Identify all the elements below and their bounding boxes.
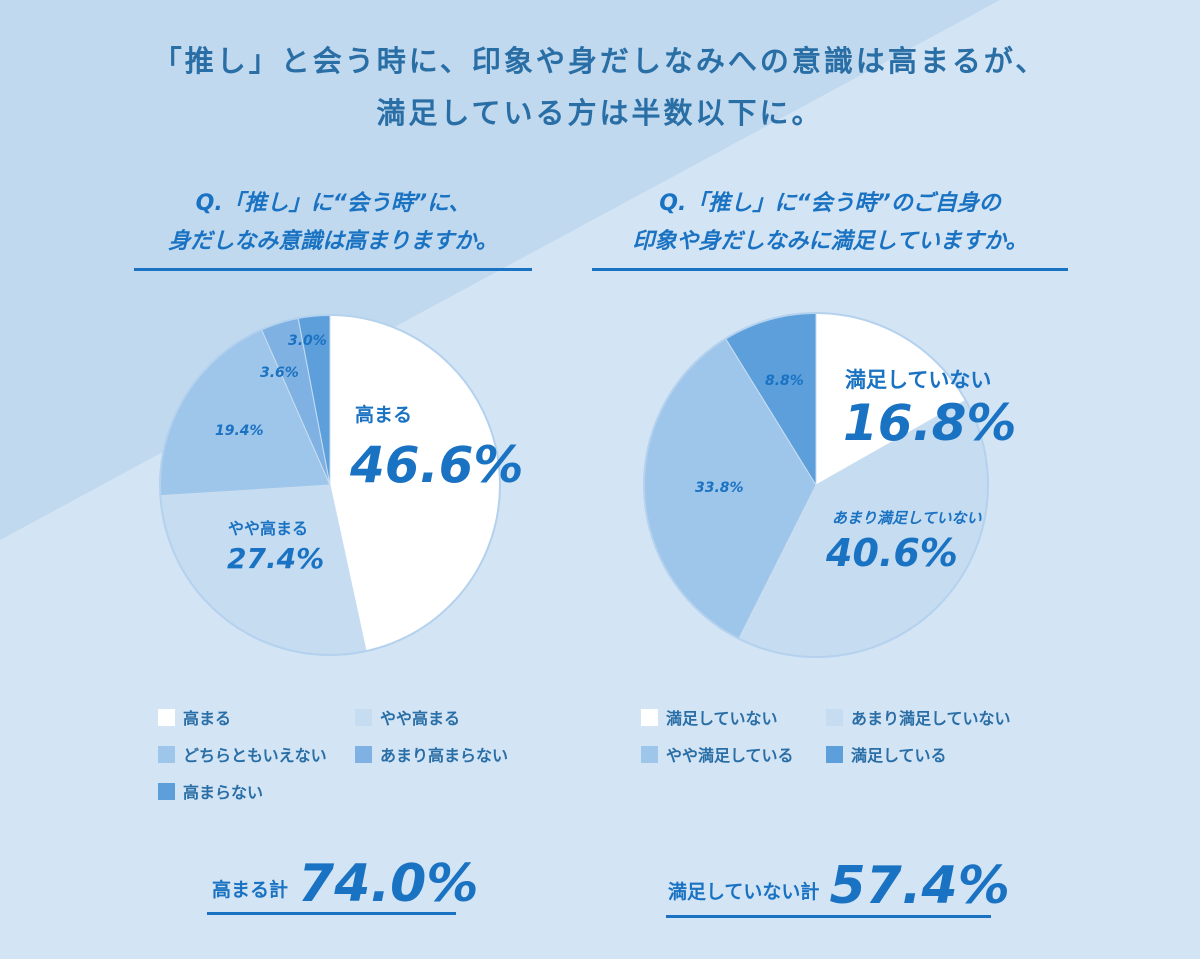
left-slice-value-46-6: 46.6% xyxy=(350,436,524,494)
left-slice-label-3-6: 3.6% xyxy=(260,365,299,381)
legend-label: やや高まる xyxy=(380,709,461,728)
left-slice-name-takamaru: 高まる xyxy=(355,404,413,426)
legend-label: あまり満足していない xyxy=(851,709,1011,728)
right-total-value: 57.4% xyxy=(829,856,1010,916)
legend-label: あまり高まらない xyxy=(380,746,509,765)
left-slice-label-3-0: 3.0% xyxy=(288,333,327,349)
right-legend-item: 満足している xyxy=(826,742,947,766)
legend-swatch xyxy=(826,708,843,726)
legend-label: やや満足している xyxy=(666,746,794,765)
headline-line-2: 満足している方は半数以下に。 xyxy=(376,96,824,130)
pie-outline xyxy=(643,312,989,658)
left-total-underline xyxy=(207,912,456,915)
legend-swatch xyxy=(158,708,175,726)
right-total-label: 満足していない計 xyxy=(668,881,820,903)
legend-swatch xyxy=(641,708,658,726)
left-question-line-2: 身だしなみ意識は高まりますか。 xyxy=(168,229,498,254)
right-slice-name-amari: あまり満足していない xyxy=(832,509,982,527)
legend-swatch xyxy=(641,745,658,763)
legend-swatch xyxy=(355,745,372,763)
left-legend-item: 高まらない xyxy=(158,779,263,803)
left-slice-value-27-4: 27.4% xyxy=(227,542,325,575)
legend-swatch xyxy=(158,782,175,800)
legend-label: 高まらない xyxy=(183,783,264,802)
right-slice-label-33-8: 33.8% xyxy=(695,480,744,496)
right-question-line-1: Q.「推し」に“会う時”のご自身の xyxy=(659,191,1001,216)
right-slice-value-40-6: 40.6% xyxy=(826,531,958,575)
right-slice-value-16-8: 16.8% xyxy=(843,394,1017,452)
right-slice-name-fuman: 満足していない xyxy=(845,368,992,392)
right-question: Q.「推し」に“会う時”のご自身の 印象や身だしなみに満足していますか。 xyxy=(592,185,1068,261)
left-legend-item: やや高まる xyxy=(355,705,460,729)
left-question-underline xyxy=(134,268,532,271)
legend-swatch xyxy=(355,708,372,726)
right-question-underline xyxy=(592,268,1068,271)
right-legend-item: あまり満足していない xyxy=(826,705,1011,729)
left-question-line-1: Q.「推し」に“会う時”に、 xyxy=(195,191,471,216)
left-slice-name-yaya: やや高まる xyxy=(228,519,309,538)
headline-line-1: 「推し」と会う時に、印象や身だしなみへの意識は高まるが、 xyxy=(152,44,1048,78)
left-legend-item: あまり高まらない xyxy=(355,742,508,766)
pie-outline xyxy=(159,314,501,656)
legend-label: 満足している xyxy=(851,746,947,765)
left-total: 高まる計 74.0% xyxy=(212,858,478,910)
legend-label: どちらともいえない xyxy=(183,746,327,765)
left-legend-item: 高まる xyxy=(158,705,231,729)
right-legend-item: やや満足している xyxy=(641,742,794,766)
right-slice-label-8-8: 8.8% xyxy=(765,373,804,389)
legend-swatch xyxy=(826,745,843,763)
right-total-underline xyxy=(666,915,991,918)
legend-swatch xyxy=(158,745,175,763)
legend-label: 高まる xyxy=(183,709,232,728)
left-legend-item: どちらともいえない xyxy=(158,742,327,766)
left-total-value: 74.0% xyxy=(298,854,479,914)
left-question: Q.「推し」に“会う時”に、 身だしなみ意識は高まりますか。 xyxy=(134,185,532,261)
right-legend-item: 満足していない xyxy=(641,705,778,729)
left-total-label: 高まる計 xyxy=(212,879,289,901)
legend-label: 満足していない xyxy=(666,709,778,728)
right-total: 満足していない計 57.4% xyxy=(668,860,1010,912)
right-question-line-2: 印象や身だしなみに満足していますか。 xyxy=(632,229,1028,254)
left-slice-label-19-4: 19.4% xyxy=(215,423,264,439)
